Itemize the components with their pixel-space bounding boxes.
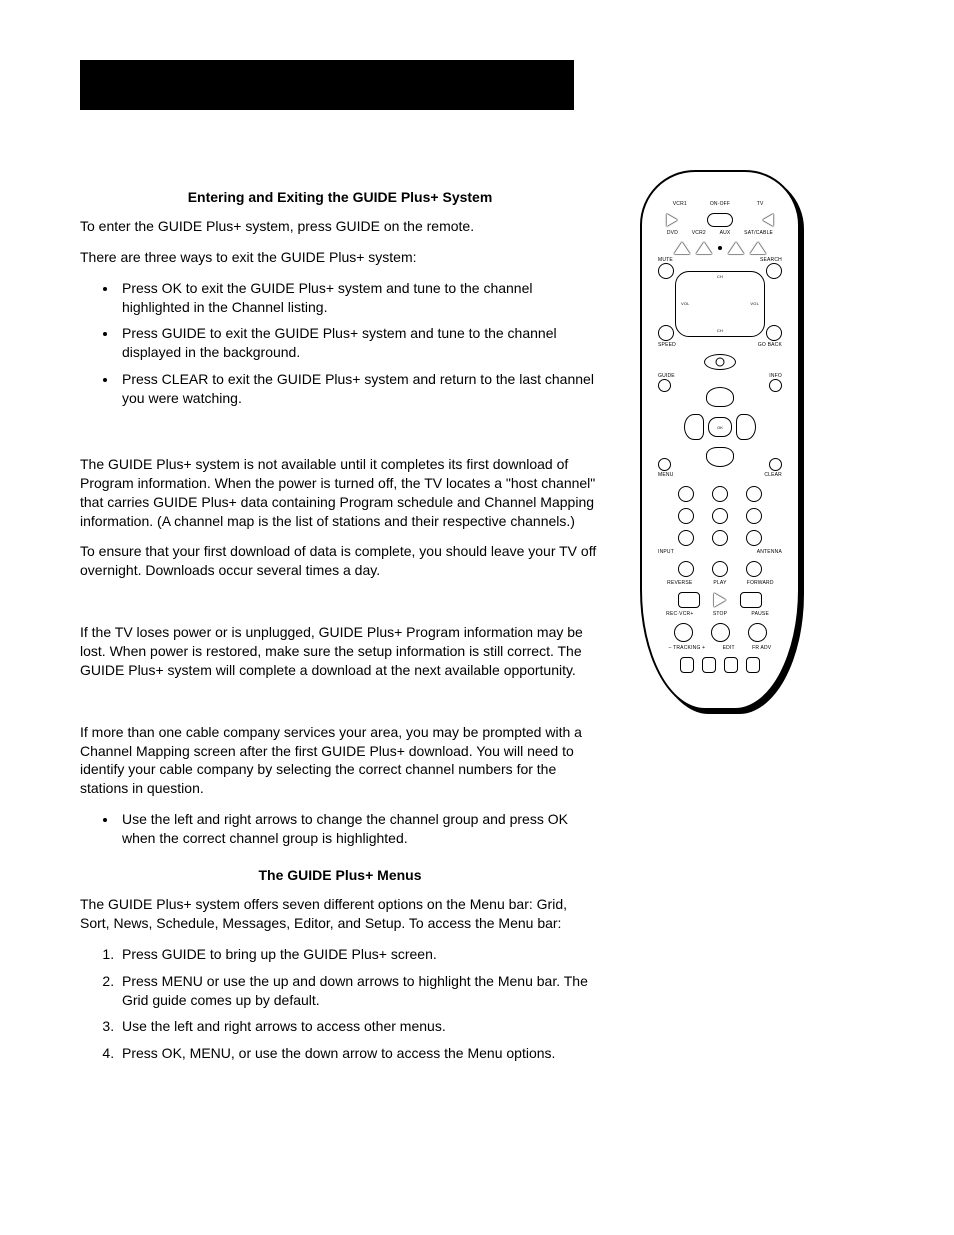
list-item: Press OK to exit the GUIDE Plus+ system … bbox=[118, 279, 600, 317]
numpad-row bbox=[656, 561, 784, 577]
tv-button[interactable] bbox=[763, 214, 774, 227]
numpad-row bbox=[656, 486, 784, 502]
fr-adv-button[interactable] bbox=[746, 657, 760, 673]
aux-button[interactable] bbox=[728, 242, 744, 254]
tracking-plus-button[interactable] bbox=[702, 657, 716, 673]
arrow-right-button[interactable] bbox=[736, 414, 756, 440]
go-back-button[interactable] bbox=[766, 325, 782, 341]
arrow-down-button[interactable] bbox=[706, 447, 734, 467]
guide-button[interactable] bbox=[658, 379, 671, 392]
sat-cable-button[interactable] bbox=[750, 242, 766, 254]
reverse-button[interactable] bbox=[678, 592, 700, 608]
s3-p1: The GUIDE Plus+ system offers seven diff… bbox=[80, 895, 600, 933]
list-item: Press GUIDE to exit the GUIDE Plus+ syst… bbox=[118, 324, 600, 362]
edit-button[interactable] bbox=[724, 657, 738, 673]
num-button[interactable] bbox=[746, 486, 762, 502]
rc-label-row: VCR1 ON·OFF TV bbox=[656, 202, 784, 207]
speed-button[interactable] bbox=[658, 325, 674, 341]
ch-up-button[interactable]: CH bbox=[717, 275, 723, 279]
search-button[interactable] bbox=[766, 263, 782, 279]
s1-p2: There are three ways to exit the GUIDE P… bbox=[80, 248, 600, 267]
num-button[interactable] bbox=[746, 530, 762, 546]
rc-label-row: REC·VCR+ STOP PAUSE bbox=[656, 612, 784, 617]
list-item: Press MENU or use the up and down arrows… bbox=[118, 972, 600, 1010]
menu-button[interactable] bbox=[658, 458, 671, 471]
tracking-minus-button[interactable] bbox=[680, 657, 694, 673]
s2-p1: The GUIDE Plus+ system is not available … bbox=[80, 455, 600, 531]
arrow-left-button[interactable] bbox=[684, 414, 704, 440]
list-item: Use the left and right arrows to change … bbox=[118, 810, 600, 848]
list-item: Press CLEAR to exit the GUIDE Plus+ syst… bbox=[118, 370, 600, 408]
power-button[interactable] bbox=[707, 213, 733, 227]
ok-button[interactable]: OK bbox=[708, 417, 732, 437]
input-button[interactable] bbox=[678, 561, 694, 577]
numpad-row bbox=[656, 508, 784, 524]
num-button[interactable] bbox=[712, 530, 728, 546]
vol-down-button[interactable]: VOL bbox=[681, 302, 690, 306]
dpad: OK bbox=[680, 387, 760, 467]
channel-volume-pad: CH CH VOL VOL bbox=[675, 271, 765, 337]
eye-icon[interactable] bbox=[704, 354, 736, 370]
rc-label-row: INPUT ANTENNA bbox=[656, 550, 784, 555]
s3-steps: Press GUIDE to bring up the GUIDE Plus+ … bbox=[118, 945, 600, 1063]
info-button[interactable] bbox=[769, 379, 782, 392]
rc-top-row bbox=[656, 213, 784, 227]
list-item: Press GUIDE to bring up the GUIDE Plus+ … bbox=[118, 945, 600, 964]
s2-p2: To ensure that your first download of da… bbox=[80, 542, 600, 580]
num-button[interactable] bbox=[678, 508, 694, 524]
dvd-button[interactable] bbox=[674, 242, 690, 254]
clear-button[interactable] bbox=[769, 458, 782, 471]
ch-down-button[interactable]: CH bbox=[717, 329, 723, 333]
num-button[interactable] bbox=[712, 561, 728, 577]
vol-up-button[interactable]: VOL bbox=[750, 302, 759, 306]
forward-button[interactable] bbox=[740, 592, 762, 608]
text-column: Entering and Exiting the GUIDE Plus+ Sys… bbox=[80, 170, 600, 1077]
section-3-title: The GUIDE Plus+ Menus bbox=[80, 866, 600, 885]
vcr1-button[interactable] bbox=[666, 214, 677, 227]
remote-column: VCR1 ON·OFF TV DVD VCR2 AUX SAT/C bbox=[640, 170, 810, 1077]
rc-device-row bbox=[656, 242, 784, 254]
pause-button[interactable] bbox=[748, 623, 767, 642]
rc-eye-row bbox=[656, 354, 784, 370]
remote-illustration: VCR1 ON·OFF TV DVD VCR2 AUX SAT/C bbox=[640, 170, 810, 730]
play-button[interactable] bbox=[714, 593, 726, 607]
s2-p4: If more than one cable company services … bbox=[80, 723, 600, 799]
section-1-title: Entering and Exiting the GUIDE Plus+ Sys… bbox=[80, 188, 600, 207]
s1-bullets: Press OK to exit the GUIDE Plus+ system … bbox=[118, 279, 600, 408]
rc-label-row: – TRACKING + EDIT FR ADV bbox=[656, 646, 784, 651]
arrow-up-button[interactable] bbox=[706, 387, 734, 407]
rc-label-row: REVERSE PLAY FORWARD bbox=[656, 581, 784, 586]
led-icon bbox=[718, 246, 722, 250]
mute-button[interactable] bbox=[658, 263, 674, 279]
rc-label-row: SPEED GO BACK bbox=[656, 343, 784, 348]
list-item: Press OK, MENU, or use the down arrow to… bbox=[118, 1044, 600, 1063]
rc-label-row: MENU CLEAR bbox=[656, 473, 784, 478]
numpad-row bbox=[656, 530, 784, 546]
antenna-button[interactable] bbox=[746, 561, 762, 577]
rec-button[interactable] bbox=[674, 623, 693, 642]
num-button[interactable] bbox=[712, 486, 728, 502]
s2-bullets: Use the left and right arrows to change … bbox=[118, 810, 600, 848]
num-button[interactable] bbox=[746, 508, 762, 524]
s2-p3: If the TV loses power or is unplugged, G… bbox=[80, 623, 600, 680]
list-item: Use the left and right arrows to access … bbox=[118, 1017, 600, 1036]
s1-p1: To enter the GUIDE Plus+ system, press G… bbox=[80, 217, 600, 236]
header-black-bar bbox=[80, 60, 574, 110]
num-button[interactable] bbox=[678, 486, 694, 502]
num-button[interactable] bbox=[712, 508, 728, 524]
page: Entering and Exiting the GUIDE Plus+ Sys… bbox=[0, 0, 954, 1235]
transport-row-2 bbox=[656, 623, 784, 642]
transport-row-1 bbox=[656, 592, 784, 608]
vcr2-button[interactable] bbox=[696, 242, 712, 254]
bottom-row bbox=[656, 657, 784, 673]
stop-button[interactable] bbox=[711, 623, 730, 642]
rc-label-row: DVD VCR2 AUX SAT/CABLE bbox=[656, 231, 784, 236]
num-button[interactable] bbox=[678, 530, 694, 546]
content-row: Entering and Exiting the GUIDE Plus+ Sys… bbox=[80, 170, 874, 1077]
